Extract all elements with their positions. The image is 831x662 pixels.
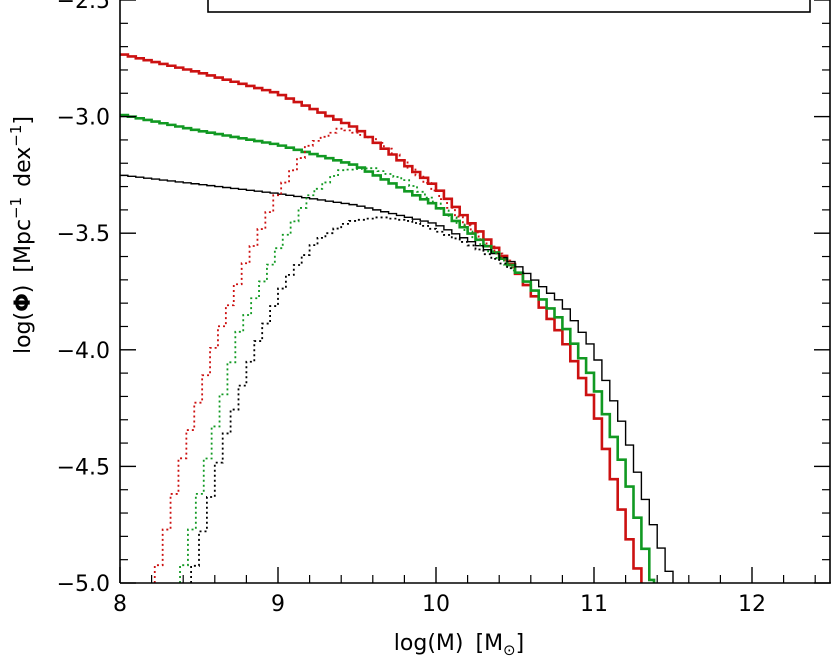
ticks-layer: [119, 0, 830, 584]
axes-layer: [119, 0, 831, 584]
y-axis-label-close: ): [11, 285, 36, 294]
y-axis-unit-b-superscript: −1: [7, 125, 25, 147]
y-tick-label: −3.5: [57, 222, 110, 247]
y-axis-title: log(Φ)[Mpc−1dex−1]: [7, 116, 36, 354]
x-axis-unit-open: [: [475, 631, 484, 656]
y-axis-label-phi: Φ: [11, 293, 36, 312]
y-tick-label: −2.5: [57, 0, 110, 14]
x-axis-label: log(M): [394, 631, 464, 656]
x-tick-label: 12: [738, 592, 766, 617]
y-axis-unit-b: dex: [11, 147, 36, 187]
dotted-series-line-5: [190, 216, 515, 583]
legend-frame: [207, 0, 811, 13]
x-axis-unit: M: [484, 631, 503, 656]
solid-series-line-2: [120, 174, 674, 583]
solid-series-line-1: [120, 113, 656, 583]
legend-box: [207, 0, 811, 13]
x-axis-unit-close: ]: [516, 631, 525, 656]
y-tick-label: −5.0: [57, 572, 110, 597]
y-tick-label: −4.5: [57, 455, 110, 480]
x-tick-label: 9: [271, 592, 285, 617]
y-tick-label: −3.0: [57, 106, 110, 131]
x-tick-label: 8: [113, 592, 127, 617]
y-axis-unit-open: [: [11, 264, 36, 273]
x-tick-label: 11: [580, 592, 608, 617]
y-tick-label: −4.0: [57, 339, 110, 364]
y-axis-unit-a: Mpc: [11, 219, 36, 264]
y-axis-unit-a-superscript: −1: [7, 197, 25, 219]
y-axis-label-open: log(: [11, 312, 36, 354]
x-tick-label: 10: [422, 592, 450, 617]
x-axis-unit-subscript: ⊙: [503, 641, 516, 659]
tick-labels: 8 9 10 11 12 −5.0 −4.5 −4.0 −3.5 −3.0 −2.5: [57, 0, 766, 617]
dotted-series-line-3: [153, 127, 515, 583]
x-axis-title: log(M) [M⊙]: [394, 631, 524, 659]
series-layer: [120, 53, 674, 583]
dotted-series-line-4: [179, 167, 515, 583]
y-axis-unit-close: ]: [11, 116, 36, 125]
solid-series-line-0: [120, 53, 643, 583]
